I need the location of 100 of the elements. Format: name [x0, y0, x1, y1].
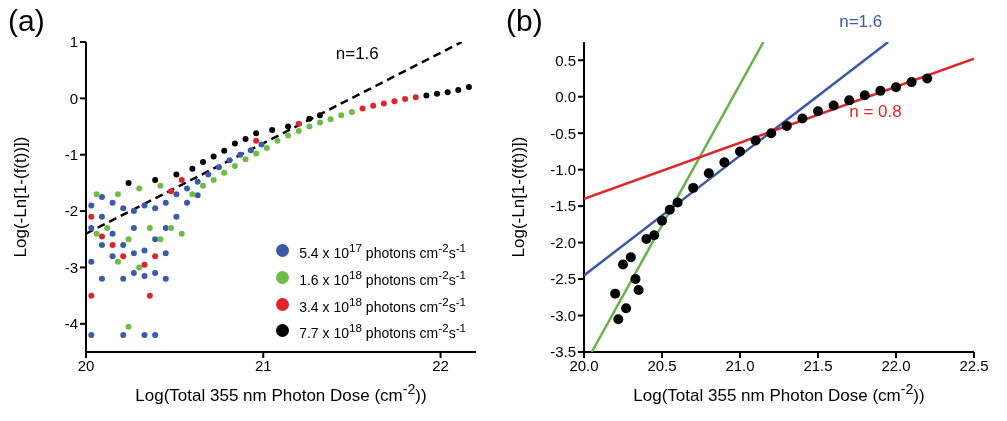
point	[253, 130, 260, 137]
point	[285, 132, 292, 139]
point	[630, 274, 641, 285]
point	[162, 275, 169, 282]
y-tick-label: 1	[69, 33, 78, 51]
y-tick-label: 0.5	[555, 51, 576, 69]
point	[306, 123, 313, 130]
point	[412, 94, 419, 101]
point	[130, 208, 137, 215]
point	[253, 150, 260, 157]
x-tick-label: 22.5	[959, 356, 989, 374]
y-tick-label: -1	[64, 146, 78, 164]
point	[359, 105, 366, 112]
point	[88, 258, 95, 265]
point	[295, 128, 302, 135]
point	[125, 323, 132, 330]
point	[444, 89, 451, 96]
point	[194, 192, 201, 199]
point	[168, 188, 175, 195]
y-tick-label: -2	[64, 202, 78, 220]
point	[221, 147, 228, 154]
point	[327, 116, 334, 123]
point	[370, 102, 377, 109]
x-tick-label: 20	[77, 356, 95, 374]
point	[828, 100, 839, 111]
point	[813, 106, 823, 117]
point	[157, 236, 164, 243]
point	[633, 285, 644, 295]
point	[210, 153, 217, 160]
point	[610, 288, 621, 299]
point	[88, 213, 95, 220]
point	[168, 225, 175, 231]
y-tick-label: -2.0	[550, 233, 576, 251]
legend-label: 5.4 x 10$^{17}$ photons cm$^{-2}$s$^{-1}$	[299, 240, 466, 264]
legend-label: 3.4 x 10$^{18}$ photons cm$^{-2}$s$^{-1}$	[299, 293, 466, 317]
point	[797, 113, 808, 124]
y-tick-label: -0.5	[550, 124, 576, 142]
point	[434, 90, 440, 97]
point	[162, 250, 169, 257]
point	[875, 85, 886, 96]
x-tick-label: 21.0	[725, 356, 755, 374]
point	[247, 147, 254, 154]
point	[114, 191, 121, 198]
point	[391, 98, 398, 105]
point	[141, 247, 148, 254]
x-tick-label: 22	[432, 356, 449, 374]
point	[104, 225, 111, 231]
point	[88, 292, 95, 299]
point	[184, 185, 191, 192]
point	[120, 332, 127, 339]
x-tick-label: 21.5	[803, 356, 833, 374]
point	[130, 250, 137, 257]
y-axis-title: Log(-Ln[1-(f(t))])	[11, 136, 31, 258]
y-tick-label: -1.0	[550, 160, 576, 178]
point	[465, 84, 472, 91]
point	[178, 177, 185, 184]
point	[98, 241, 105, 248]
point	[93, 230, 100, 237]
point	[125, 236, 132, 243]
point	[891, 82, 901, 93]
point	[200, 182, 206, 189]
legend-label: 1.6 x 10$^{18}$ photons cm$^{-2}$s$^{-1}$	[299, 267, 466, 290]
point	[194, 178, 201, 185]
point	[146, 292, 153, 299]
point	[152, 205, 159, 212]
point	[253, 137, 260, 144]
point	[269, 126, 276, 133]
point	[136, 185, 143, 192]
point	[98, 194, 105, 200]
point	[114, 258, 121, 265]
point	[317, 112, 323, 119]
point	[98, 213, 105, 220]
y-tick-label: 0	[69, 89, 78, 107]
point	[98, 275, 105, 282]
x-tick-label: 22.0	[881, 356, 911, 374]
point	[221, 169, 228, 176]
point	[162, 225, 169, 231]
point	[88, 225, 95, 231]
point	[173, 171, 180, 178]
point	[242, 135, 249, 142]
point	[141, 261, 148, 268]
point	[380, 100, 387, 107]
point	[664, 204, 675, 215]
point	[766, 128, 777, 139]
y-tick-label: -2.5	[550, 270, 576, 288]
point	[719, 157, 730, 168]
x-axis-title: Log(Total 355 nm Photon Dose (cm$^{-2}$))	[632, 381, 926, 406]
point	[125, 179, 132, 186]
series-label: n=1.6	[335, 44, 379, 64]
point	[348, 108, 355, 115]
point	[109, 253, 116, 260]
point	[423, 92, 430, 99]
point	[189, 165, 196, 172]
point	[231, 163, 238, 169]
point	[141, 272, 148, 279]
point	[120, 241, 127, 248]
point	[258, 141, 265, 148]
point	[152, 253, 159, 260]
point	[146, 225, 153, 231]
point	[242, 156, 249, 163]
